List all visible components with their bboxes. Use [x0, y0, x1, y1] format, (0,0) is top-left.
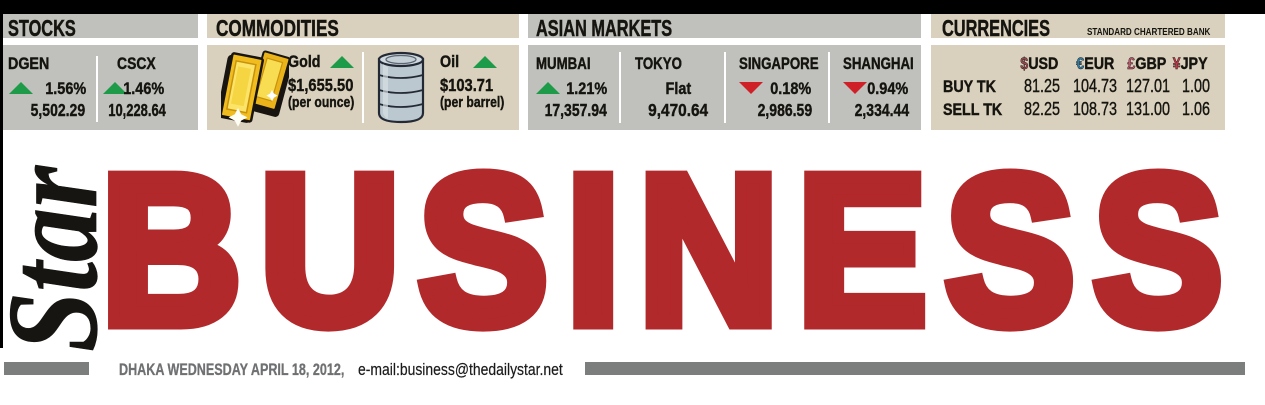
svg-text:Star: Star [0, 165, 115, 352]
svg-text:BUSINESS: BUSINESS [101, 150, 1241, 350]
